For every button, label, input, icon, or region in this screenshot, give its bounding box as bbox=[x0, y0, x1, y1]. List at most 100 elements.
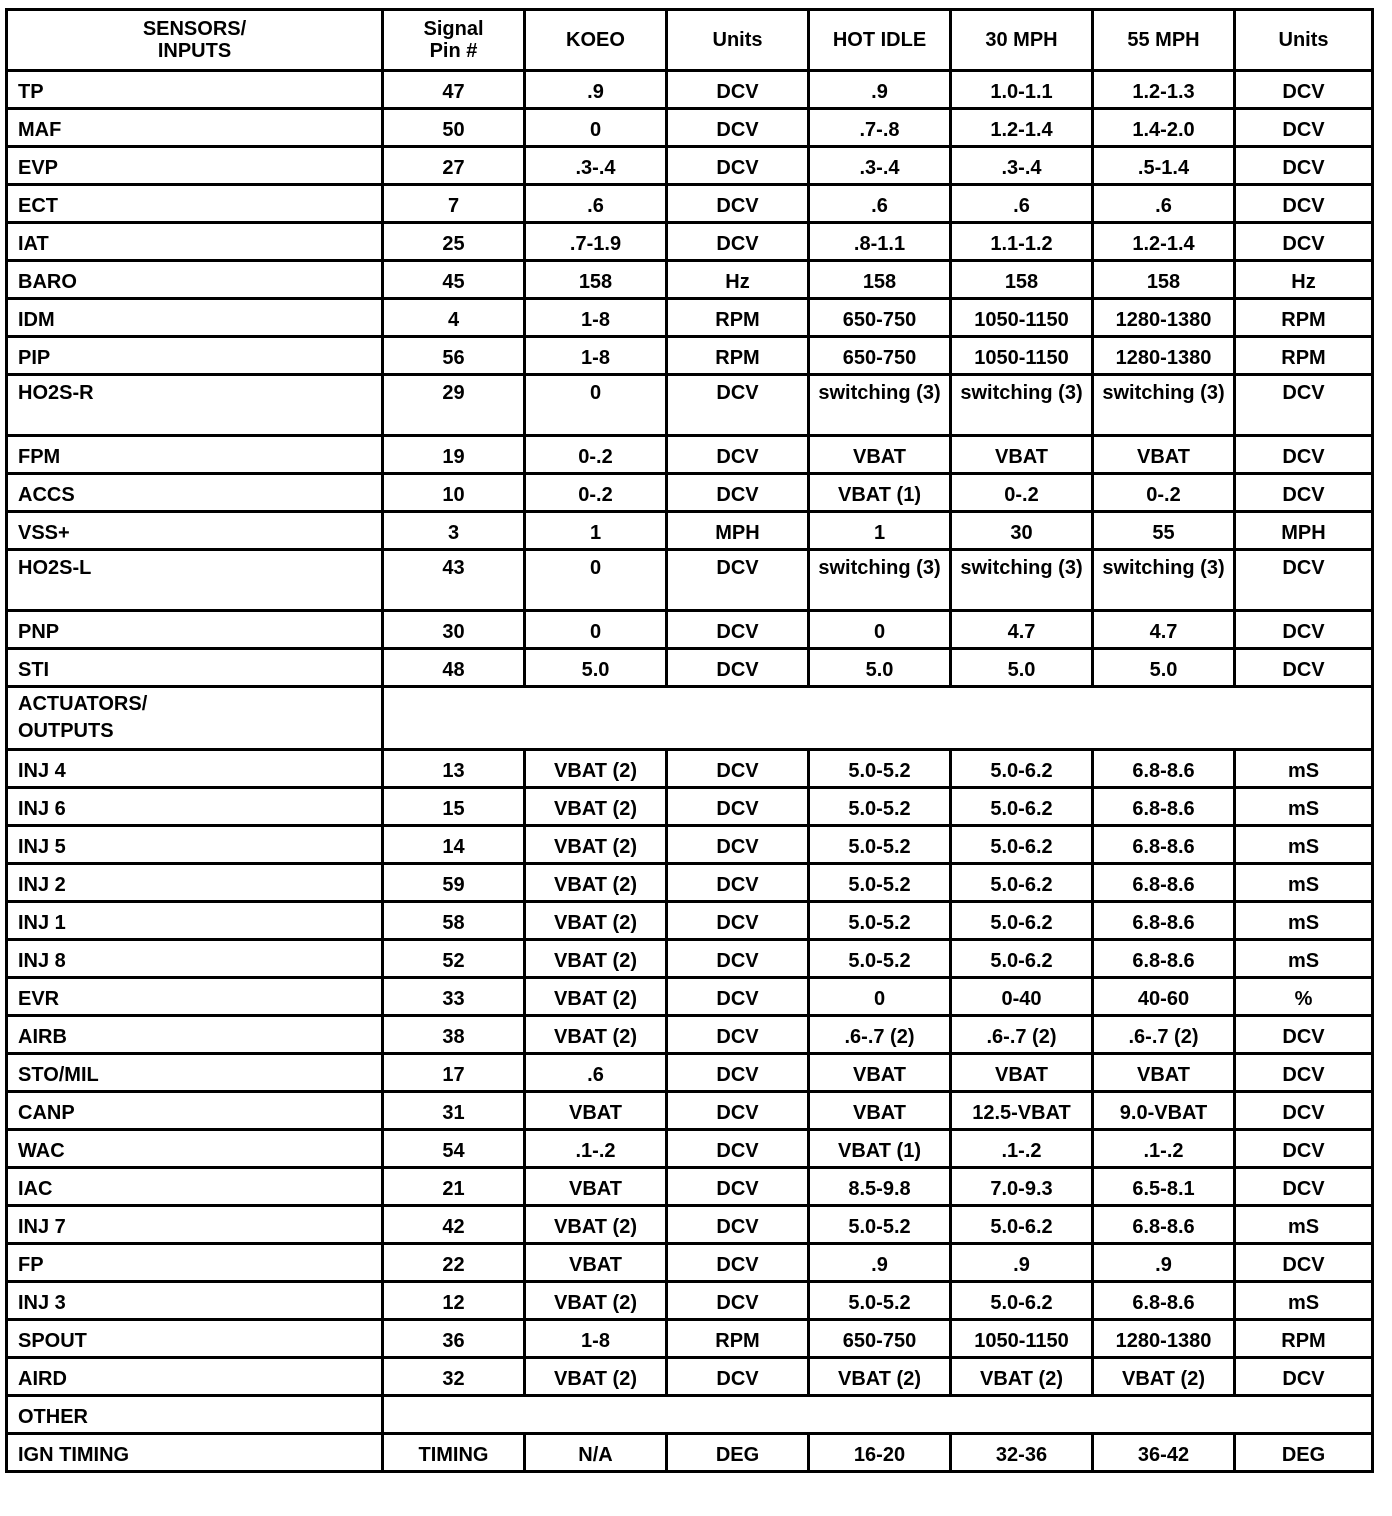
cell-pin: 15 bbox=[381, 786, 526, 827]
cell-30mph: 4.7 bbox=[949, 609, 1094, 650]
cell-30mph: 1.0-1.1 bbox=[949, 69, 1094, 110]
cell-hot-idle: 0 bbox=[807, 609, 952, 650]
header-koeo: KOEO bbox=[523, 8, 668, 72]
table-row: CANP 31 VBAT DCV VBAT 12.5-VBAT 9.0-VBAT DCV bbox=[5, 1090, 1374, 1131]
cell-units: DCV bbox=[665, 183, 810, 224]
cell-units-2: mS bbox=[1233, 862, 1374, 903]
cell-koeo: 0 bbox=[523, 609, 668, 650]
cell-30mph: 5.0-6.2 bbox=[949, 900, 1094, 941]
cell-30mph: switching (3) bbox=[949, 373, 1094, 437]
header-pin: Signal Pin # bbox=[381, 8, 526, 72]
cell-units: DCV bbox=[665, 1356, 810, 1397]
cell-name: INJ 3 bbox=[5, 1280, 384, 1321]
cell-55mph: 6.8-8.6 bbox=[1091, 1280, 1236, 1321]
cell-units-2: RPM bbox=[1233, 297, 1374, 338]
cell-55mph: 55 bbox=[1091, 510, 1236, 551]
cell-55mph: 6.8-8.6 bbox=[1091, 938, 1236, 979]
cell-30mph: 1.1-1.2 bbox=[949, 221, 1094, 262]
cell-55mph: 158 bbox=[1091, 259, 1236, 300]
cell-koeo: VBAT (2) bbox=[523, 976, 668, 1017]
cell-units-2: DCV bbox=[1233, 69, 1374, 110]
cell-koeo: .6 bbox=[523, 1052, 668, 1093]
cell-hot-idle: switching (3) bbox=[807, 548, 952, 612]
cell-koeo: 0 bbox=[523, 107, 668, 148]
cell-units: RPM bbox=[665, 1318, 810, 1359]
cell-units-2: mS bbox=[1233, 786, 1374, 827]
cell-units-2: DCV bbox=[1233, 107, 1374, 148]
cell-55mph: 1.2-1.4 bbox=[1091, 221, 1236, 262]
cell-koeo: VBAT (2) bbox=[523, 1280, 668, 1321]
cell-30mph: 1.2-1.4 bbox=[949, 107, 1094, 148]
cell-koeo: 1-8 bbox=[523, 297, 668, 338]
cell-units: DCV bbox=[665, 1052, 810, 1093]
cell-55mph: 40-60 bbox=[1091, 976, 1236, 1017]
cell-units: DCV bbox=[665, 107, 810, 148]
cell-units: DCV bbox=[665, 824, 810, 865]
cell-hot-idle: 5.0 bbox=[807, 647, 952, 688]
cell-units-2: mS bbox=[1233, 938, 1374, 979]
cell-55mph: 1280-1380 bbox=[1091, 335, 1236, 376]
cell-hot-idle: .6-.7 (2) bbox=[807, 1014, 952, 1055]
cell-55mph: 4.7 bbox=[1091, 609, 1236, 650]
cell-koeo: .1-.2 bbox=[523, 1128, 668, 1169]
cell-units-2: DCV bbox=[1233, 609, 1374, 650]
cell-55mph: .6 bbox=[1091, 183, 1236, 224]
cell-hot-idle: 5.0-5.2 bbox=[807, 824, 952, 865]
cell-name: PNP bbox=[5, 609, 384, 650]
cell-30mph: 5.0-6.2 bbox=[949, 824, 1094, 865]
cell-koeo: VBAT (2) bbox=[523, 862, 668, 903]
cell-units: DCV bbox=[665, 1204, 810, 1245]
section-header-row: OTHER bbox=[5, 1394, 1374, 1435]
cell-koeo: .7-1.9 bbox=[523, 221, 668, 262]
table-row: IAT 25.7-1.9 DCV .8-1.1 1.1-1.2 1.2-1.4 DCV bbox=[5, 221, 1374, 262]
cell-30mph: VBAT (2) bbox=[949, 1356, 1094, 1397]
cell-units-2: DCV bbox=[1233, 1356, 1374, 1397]
cell-units-2: DCV bbox=[1233, 221, 1374, 262]
cell-55mph: 1280-1380 bbox=[1091, 1318, 1236, 1359]
cell-koeo: 0 bbox=[523, 548, 668, 612]
cell-hot-idle: 5.0-5.2 bbox=[807, 900, 952, 941]
section-blank bbox=[381, 1394, 1374, 1435]
table-row: EVP 27.3-.4 DCV .3-.4.3-.4.5-1.4 DCV bbox=[5, 145, 1374, 186]
table-row: INJ 7 42 VBAT (2) DCV 5.0-5.2 5.0-6.2 6.8-8.6 m… bbox=[5, 1204, 1374, 1245]
cell-units: DCV bbox=[665, 373, 810, 437]
cell-55mph: VBAT (2) bbox=[1091, 1356, 1236, 1397]
cell-pin: 59 bbox=[381, 862, 526, 903]
cell-pin: 43 bbox=[381, 548, 526, 612]
cell-pin: 22 bbox=[381, 1242, 526, 1283]
table-row: FP 22 VBAT DCV .9.9.9 DCV bbox=[5, 1242, 1374, 1283]
cell-units: DCV bbox=[665, 434, 810, 475]
cell-55mph: 0-.2 bbox=[1091, 472, 1236, 513]
cell-55mph: 6.8-8.6 bbox=[1091, 862, 1236, 903]
cell-pin: 56 bbox=[381, 335, 526, 376]
cell-name: STO/MIL bbox=[5, 1052, 384, 1093]
cell-units: DCV bbox=[665, 900, 810, 941]
cell-units-2: % bbox=[1233, 976, 1374, 1017]
cell-hot-idle: .7-.8 bbox=[807, 107, 952, 148]
cell-units: DCV bbox=[665, 609, 810, 650]
cell-hot-idle: VBAT bbox=[807, 1052, 952, 1093]
cell-hot-idle: VBAT bbox=[807, 434, 952, 475]
cell-units: DCV bbox=[665, 647, 810, 688]
cell-55mph: 36-42 bbox=[1091, 1432, 1236, 1473]
cell-name: HO2S-R bbox=[5, 373, 384, 437]
cell-koeo: VBAT (2) bbox=[523, 938, 668, 979]
cell-name: SPOUT bbox=[5, 1318, 384, 1359]
cell-units: DCV bbox=[665, 548, 810, 612]
cell-hot-idle: .9 bbox=[807, 1242, 952, 1283]
cell-pin: 48 bbox=[381, 647, 526, 688]
cell-pin: 31 bbox=[381, 1090, 526, 1131]
cell-units-2: Hz bbox=[1233, 259, 1374, 300]
cell-koeo: 0-.2 bbox=[523, 434, 668, 475]
cell-units: DCV bbox=[665, 1280, 810, 1321]
cell-hot-idle: .3-.4 bbox=[807, 145, 952, 186]
cell-units: DCV bbox=[665, 786, 810, 827]
table-row: STI 48 5.0 DCV 5.0 5.0 5.0 DCV bbox=[5, 647, 1374, 688]
cell-name: AIRD bbox=[5, 1356, 384, 1397]
cell-30mph: 0-40 bbox=[949, 976, 1094, 1017]
cell-pin: 27 bbox=[381, 145, 526, 186]
table-row: VSS+ 3 1 MPH 1 30 55 MPH bbox=[5, 510, 1374, 551]
cell-30mph: .9 bbox=[949, 1242, 1094, 1283]
cell-units-2: DCV bbox=[1233, 1242, 1374, 1283]
cell-hot-idle: VBAT (1) bbox=[807, 472, 952, 513]
